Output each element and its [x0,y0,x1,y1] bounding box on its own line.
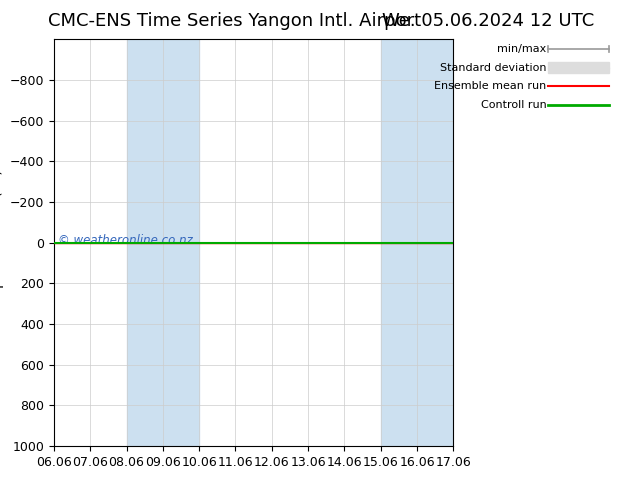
Y-axis label: Temperature 2m (°C): Temperature 2m (°C) [0,169,4,316]
Bar [127,39,199,446]
Text: © weatheronline.co.nz: © weatheronline.co.nz [58,234,193,247]
Text: Controll run: Controll run [481,100,547,110]
Text: min/max: min/max [497,44,547,54]
Bar [380,39,453,446]
Text: Standard deviation: Standard deviation [440,63,547,73]
Text: CMC-ENS Time Series Yangon Intl. Airport: CMC-ENS Time Series Yangon Intl. Airport [48,12,421,30]
Text: Ensemble mean run: Ensemble mean run [434,81,547,91]
Text: We. 05.06.2024 12 UTC: We. 05.06.2024 12 UTC [382,12,594,30]
